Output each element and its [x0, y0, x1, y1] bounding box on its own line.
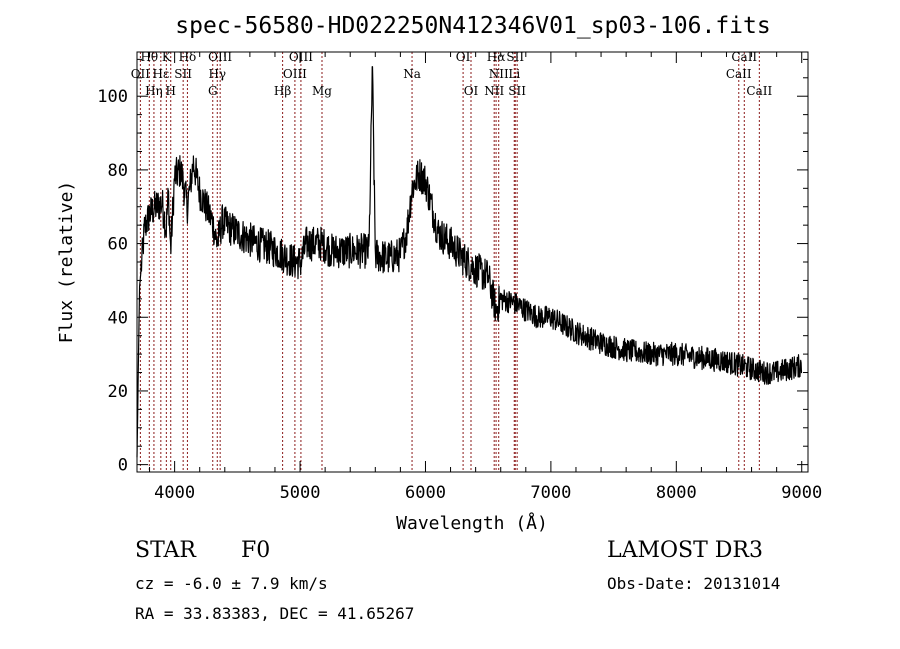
line-label: Hα — [487, 50, 506, 64]
line-label: Na — [403, 67, 421, 81]
survey-name: LAMOST DR3 — [607, 538, 763, 563]
axes: 4000 5000 6000 7000 8000 9000 0 20 40 60 80 100 — [97, 51, 822, 503]
line-label: SII — [506, 50, 524, 64]
object-class: STAR — [135, 538, 196, 563]
object-subclass: F0 — [241, 538, 271, 563]
line-label: CaII — [726, 67, 752, 81]
line-label: OIII — [289, 50, 313, 64]
line-label: H — [166, 84, 176, 98]
spectrum-chart: spec-56580-HD022250N412346V01_sp03-106.f… — [56, 13, 822, 534]
x-tick-label: 9000 — [781, 483, 822, 503]
spectrum-series — [136, 66, 803, 458]
line-label: OIII — [283, 67, 307, 81]
x-axis-label: Wavelength (Å) — [396, 512, 548, 534]
x-tick-label: 7000 — [530, 483, 571, 503]
line-label: Hδ — [179, 50, 197, 64]
line-label: OI — [464, 84, 479, 98]
y-tick-label: 80 — [108, 161, 128, 181]
line-label: Mg — [312, 84, 332, 98]
line-label: CaII — [731, 50, 757, 64]
x-tick-label: 4000 — [154, 483, 195, 503]
y-tick-label: 40 — [108, 308, 128, 328]
coordinates: RA = 33.83383, DEC = 41.65267 — [135, 604, 415, 623]
line-label: Li — [508, 67, 520, 81]
line-label: OIII — [208, 50, 232, 64]
spectral-line-markers — [139, 52, 760, 472]
redshift-text: cz = -6.0 ± 7.9 km/s — [135, 574, 328, 593]
y-tick-label: 60 — [108, 235, 128, 255]
line-label: CaII — [746, 84, 772, 98]
x-tick-label: 6000 — [405, 483, 446, 503]
line-label: Hη — [145, 84, 163, 98]
line-label: Hθ — [140, 50, 158, 64]
line-label: K — [162, 50, 172, 64]
y-tick-label: 100 — [97, 87, 128, 107]
observation-date: Obs-Date: 20131014 — [607, 574, 781, 593]
line-label: SII — [174, 67, 192, 81]
line-label: G — [208, 84, 218, 98]
chart-title: spec-56580-HD022250N412346V01_sp03-106.f… — [175, 13, 770, 39]
y-axis-label: Flux (relative) — [56, 181, 77, 344]
line-label: Hγ — [208, 67, 226, 81]
line-label: OII — [131, 67, 151, 81]
x-tick-label: 5000 — [280, 483, 321, 503]
line-label: SII — [508, 84, 526, 98]
y-tick-label: 0 — [118, 456, 128, 476]
line-label: NII — [484, 84, 504, 98]
line-label: Hε — [152, 67, 169, 81]
line-label: Hβ — [274, 84, 291, 98]
x-tick-label: 8000 — [656, 483, 697, 503]
spectrum-line — [136, 66, 803, 458]
line-label: OI — [456, 50, 471, 64]
y-tick-label: 20 — [108, 382, 128, 402]
line-label: NII — [489, 67, 509, 81]
